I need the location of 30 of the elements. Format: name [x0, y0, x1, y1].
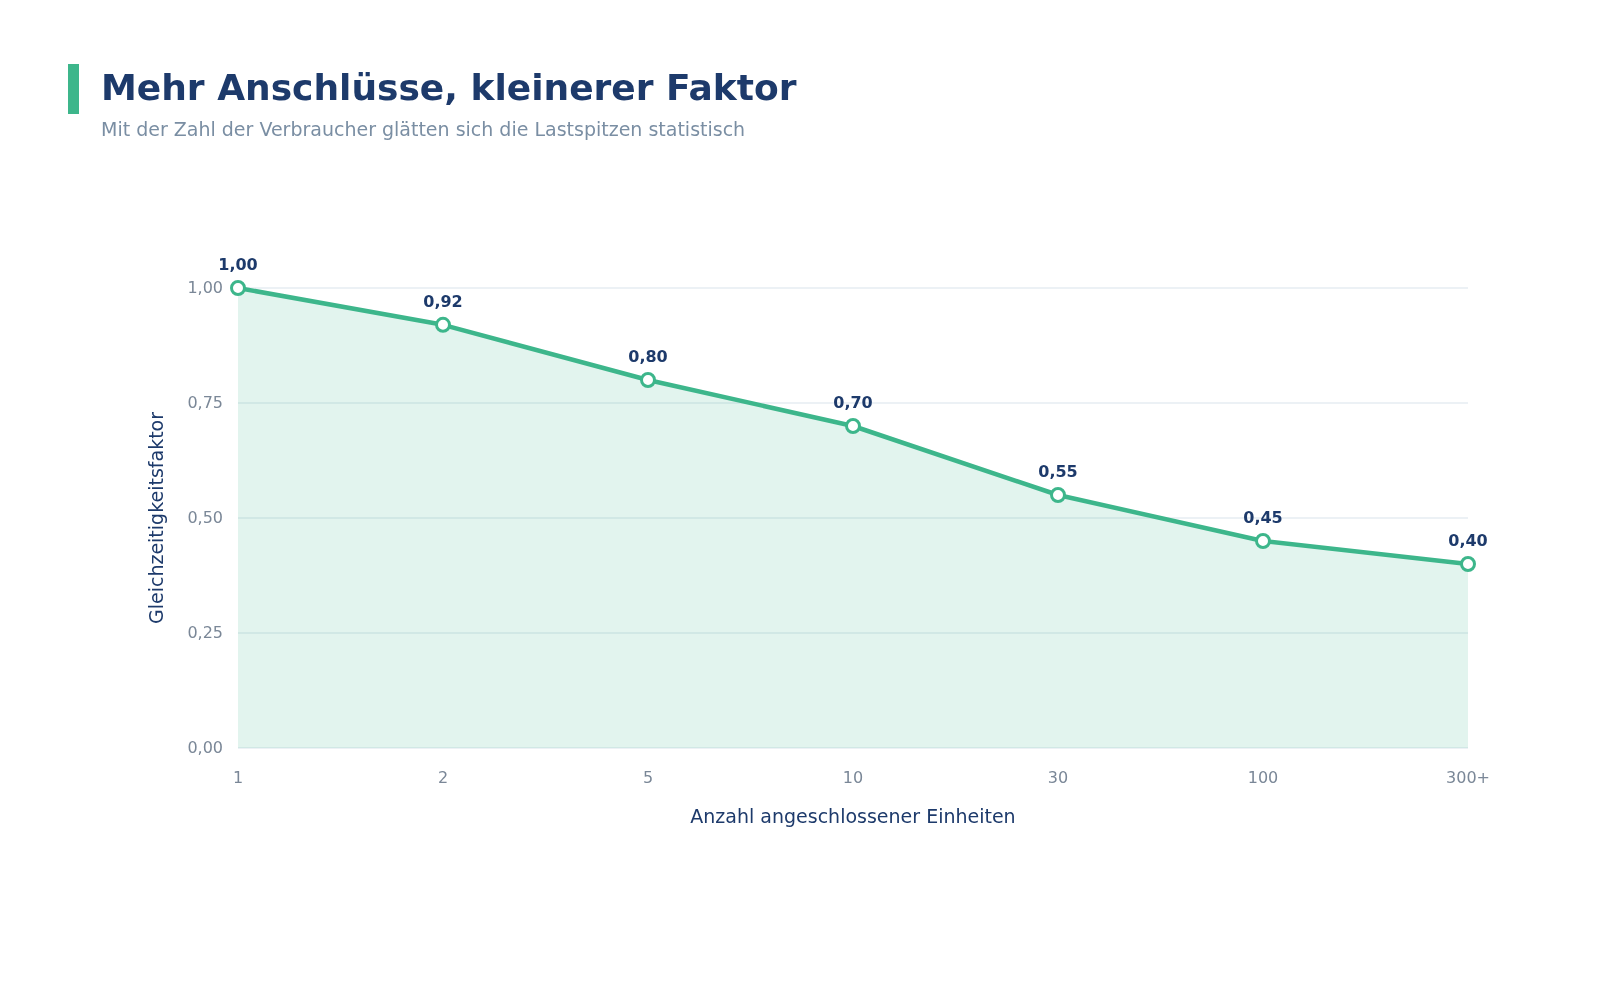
chart-title: Mehr Anschlüsse, kleinerer Faktor	[101, 67, 797, 108]
data-label: 0,92	[423, 291, 463, 311]
x-tick-label: 30	[1047, 768, 1069, 787]
x-tick-label: 300+	[1446, 768, 1490, 787]
point	[435, 316, 451, 333]
data-label: 0,40	[1448, 531, 1488, 550]
point	[1460, 556, 1476, 572]
y-tick-label: 0,75	[187, 393, 223, 412]
x-tick-label: 10	[842, 768, 864, 787]
data-label: 0,55	[1038, 462, 1078, 481]
y-tick-label: 0,00	[187, 738, 223, 757]
point	[845, 418, 861, 434]
x-tick-label: 5	[642, 768, 654, 787]
point	[640, 372, 656, 388]
x-axis-title: Anzahl angeschlossener Einheiten	[690, 805, 1016, 827]
point	[230, 280, 246, 296]
point	[1050, 487, 1066, 503]
x-tick-label: 1	[232, 768, 244, 787]
y-tick-label: 0,25	[187, 623, 223, 642]
x-tick-label: 100	[1247, 768, 1279, 787]
data-label: 1,00	[218, 255, 258, 274]
y-tick-label: 1,00	[187, 278, 223, 297]
x-tick-label: 2	[437, 768, 449, 787]
point	[1255, 533, 1271, 549]
data-label: 0,45	[1243, 508, 1283, 527]
chart-subtitle: Mit der Zahl der Verbraucher glätten sich die Lastspitzen statistisch	[101, 118, 746, 140]
y-tick-label: 0,50	[187, 508, 223, 527]
data-label: 0,70	[833, 393, 873, 412]
y-axis-title: Gleichzeitigkeitsfaktor	[145, 411, 167, 625]
data-label: 0,80	[628, 347, 668, 366]
